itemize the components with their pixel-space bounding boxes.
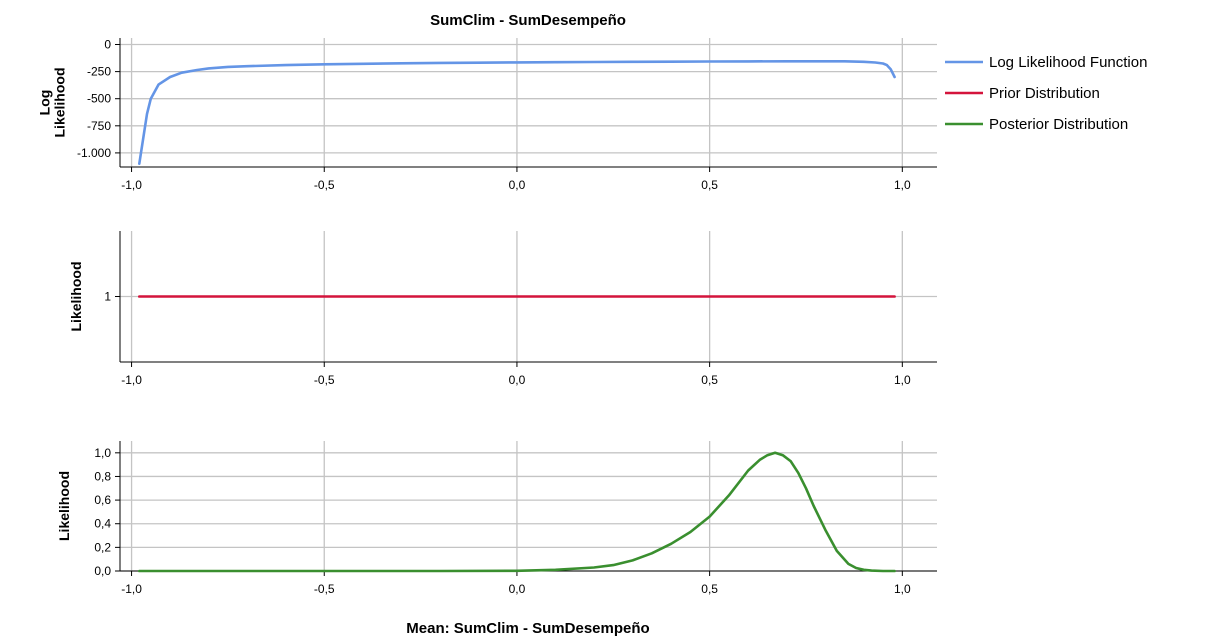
panel-1: 0 -250 -500 -750 -1.000 -1,0 -0,5 0,0 0,5 1,0 Log L…	[37, 38, 937, 192]
x-tick-label: -0,5	[314, 178, 335, 192]
x-tick-label: 0,5	[701, 582, 718, 596]
y-axis-label: Likelihood	[52, 68, 68, 138]
y-tick-label: 1,0	[94, 446, 111, 460]
y-tick-label: -250	[87, 65, 111, 79]
x-axis-label: Mean: SumClim - SumDesempeño	[406, 620, 649, 637]
y-tick-label: -750	[87, 119, 111, 133]
panel-3: 0,0 0,2 0,4 0,6 0,8 1,0 -1,0 -0,5 0,0 0,5 1,0 Likel…	[56, 441, 937, 596]
x-tick-label: 1,0	[894, 582, 911, 596]
y-axis-label: Likelihood	[68, 262, 84, 332]
y-axis-label: Likelihood	[56, 471, 72, 541]
x-tick-label: 0,0	[509, 373, 526, 387]
y-tick-label: 0,4	[94, 517, 111, 531]
x-tick-label: 1,0	[894, 373, 911, 387]
y-tick-label: -1.000	[77, 146, 111, 160]
x-tick-label: 0,0	[509, 178, 526, 192]
series-line-log-likelihood-function	[138, 59, 896, 165]
x-tick-label: -1,0	[121, 178, 142, 192]
chart-title: SumClim - SumDesempeño	[430, 12, 626, 29]
legend: Log Likelihood Function Prior Distributio…	[945, 54, 1147, 133]
y-tick-label: 0,6	[94, 493, 111, 507]
x-tick-label: -0,5	[314, 582, 335, 596]
x-tick-label: 0,5	[701, 373, 718, 387]
y-tick-label: 0,0	[94, 564, 111, 578]
y-tick-label: 0	[104, 38, 111, 52]
x-tick-label: -1,0	[121, 373, 142, 387]
y-axis-label: Log	[37, 90, 53, 116]
x-tick-label: -1,0	[121, 582, 142, 596]
panel-2: 1 -1,0 -0,5 0,0 0,5 1,0 Likelihood	[68, 231, 937, 387]
y-tick-label: -500	[87, 92, 111, 106]
y-tick-label: 1	[104, 290, 111, 304]
x-tick-label: 0,5	[701, 178, 718, 192]
x-tick-label: 0,0	[509, 582, 526, 596]
y-tick-label: 0,2	[94, 540, 111, 554]
legend-label: Posterior Distribution	[989, 116, 1128, 133]
x-tick-label: 1,0	[894, 178, 911, 192]
legend-label: Log Likelihood Function	[989, 54, 1147, 71]
legend-label: Prior Distribution	[989, 85, 1100, 102]
series-line-posterior-distribution	[138, 451, 896, 573]
y-tick-label: 0,8	[94, 469, 111, 483]
x-tick-label: -0,5	[314, 373, 335, 387]
